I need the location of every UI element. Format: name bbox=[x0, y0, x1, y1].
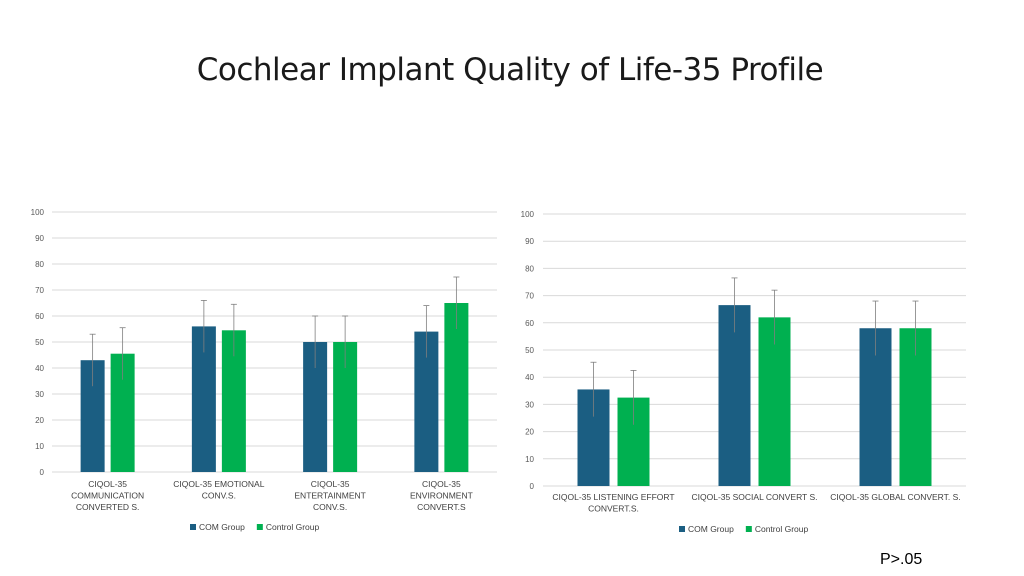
category-label: CIQOL-35 EMOTIONAL bbox=[173, 479, 264, 489]
legend-swatch-control-group bbox=[256, 524, 263, 530]
y-tick-label: 90 bbox=[35, 234, 44, 243]
y-tick-label: 70 bbox=[35, 286, 44, 295]
category-label: CONV.S. bbox=[313, 502, 347, 512]
y-tick-label: 100 bbox=[31, 208, 45, 217]
category-label: CIQOL-35 LISTENING EFFORT bbox=[552, 492, 674, 502]
category-label: COMMUNICATION bbox=[71, 491, 144, 501]
y-tick-label: 90 bbox=[525, 237, 534, 246]
y-tick-label: 10 bbox=[35, 442, 44, 451]
bar-com-group bbox=[718, 305, 751, 486]
y-tick-label: 20 bbox=[525, 428, 534, 437]
y-tick-label: 60 bbox=[525, 319, 534, 328]
y-tick-label: 30 bbox=[35, 390, 44, 399]
category-label: CIQOL-35 GLOBAL CONVERT. S. bbox=[830, 492, 960, 502]
p-value-footnote: P>.05 bbox=[880, 551, 923, 568]
category-label: CONVERT.S bbox=[417, 502, 466, 512]
category-label: CONV.S. bbox=[202, 491, 236, 501]
y-tick-label: 60 bbox=[35, 312, 44, 321]
category-label: CIQOL-35 SOCIAL CONVERT S. bbox=[692, 492, 818, 502]
legend-label: COM Group bbox=[688, 524, 734, 534]
legend-swatch-control-group bbox=[745, 526, 752, 532]
bar-control-group bbox=[444, 303, 469, 472]
bar-control-group bbox=[758, 317, 791, 486]
legend-label: Control Group bbox=[755, 524, 809, 534]
y-tick-label: 40 bbox=[35, 364, 44, 373]
category-label: CIQOL-35 bbox=[422, 479, 461, 489]
category-label: CIQOL-35 bbox=[88, 479, 127, 489]
category-label: CIQOL-35 bbox=[311, 479, 350, 489]
y-tick-label: 80 bbox=[525, 264, 534, 273]
legend-swatch-com-group bbox=[679, 526, 685, 532]
y-tick-label: 20 bbox=[35, 416, 44, 425]
y-tick-label: 80 bbox=[35, 260, 44, 269]
legend-swatch-com-group bbox=[190, 524, 196, 530]
y-tick-label: 50 bbox=[35, 338, 44, 347]
legend-label: Control Group bbox=[266, 522, 320, 532]
y-tick-label: 0 bbox=[530, 482, 535, 491]
category-label: CONVERTED S. bbox=[76, 502, 140, 512]
legend-label: COM Group bbox=[199, 522, 245, 532]
category-label: CONVERT.S. bbox=[588, 504, 639, 514]
slide-title: Cochlear Implant Quality of Life-35 Prof… bbox=[196, 52, 824, 88]
category-label: ENVIRONMENT bbox=[410, 491, 473, 501]
y-tick-label: 30 bbox=[525, 400, 534, 409]
y-tick-label: 50 bbox=[525, 346, 534, 355]
y-tick-label: 70 bbox=[525, 292, 534, 301]
y-tick-label: 100 bbox=[521, 210, 535, 219]
y-tick-label: 10 bbox=[525, 455, 534, 464]
y-tick-label: 40 bbox=[525, 373, 534, 382]
category-label: ENTERTAINMENT bbox=[294, 491, 365, 501]
y-tick-label: 0 bbox=[40, 468, 45, 477]
